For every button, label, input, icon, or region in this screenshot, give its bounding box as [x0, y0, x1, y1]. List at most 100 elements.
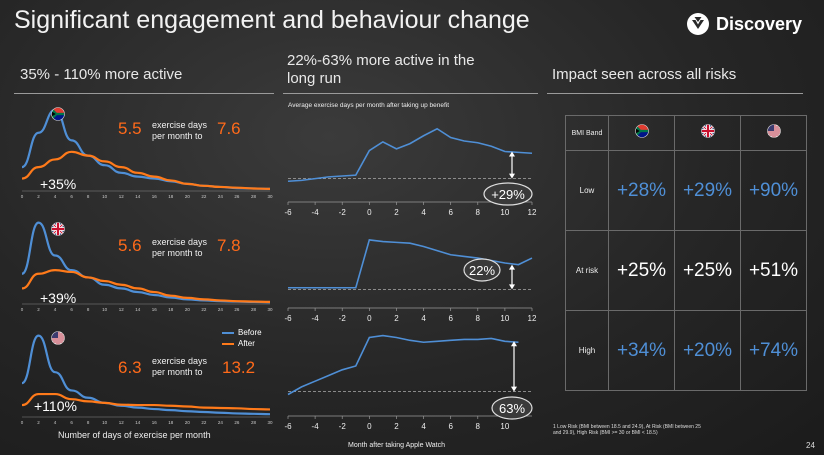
x-tick-label: -4: [312, 208, 320, 217]
impact-value-cell: +90%: [740, 150, 807, 231]
page-number: 24: [806, 441, 815, 450]
x-tick-label: 2: [394, 314, 399, 323]
days-after-us: 13.2: [222, 358, 256, 377]
divider-middle: [283, 93, 538, 94]
x-tick-label: 16: [152, 420, 158, 425]
impact-value-cell: +74%: [740, 310, 807, 391]
x-tick-label: 6: [70, 307, 73, 312]
legend: Before After: [222, 327, 262, 349]
x-tick-label: -6: [284, 422, 292, 431]
x-tick-label: 18: [168, 420, 174, 425]
arrow-head-down: [509, 284, 515, 290]
x-tick-label: 6: [70, 420, 73, 425]
series-line-after: [21, 150, 271, 190]
x-tick-label: 20: [185, 307, 191, 312]
company-logo: Discovery: [686, 12, 802, 36]
x-tick-label: 2: [394, 422, 399, 431]
x-tick-label: 22: [201, 307, 207, 312]
x-tick-label: 4: [54, 307, 57, 312]
x-tick-label: 8: [87, 194, 90, 199]
days-label-line2: per month to: [152, 367, 203, 377]
x-tick-label: -2: [339, 314, 347, 323]
days-label-line2: per month to: [152, 131, 203, 141]
days-label-line2: per month to: [152, 248, 203, 258]
risk-band-label: High: [565, 310, 609, 391]
impact-value-cell: +28%: [608, 150, 675, 231]
x-tick-label: 26: [234, 307, 240, 312]
x-tick-label: 14: [135, 307, 141, 312]
x-tick-label: 4: [421, 314, 426, 323]
x-tick-label: 20: [185, 194, 191, 199]
x-tick-label: 10: [500, 314, 509, 323]
footnote-line2: and 29.9), High Risk (BMI >= 30 or BMI <…: [553, 430, 658, 436]
bmi-band-header: BMI Band: [565, 115, 609, 151]
trend-x-axis-title: Month after taking Apple Watch: [348, 442, 446, 449]
x-tick-label: 14: [135, 420, 141, 425]
impact-table-row: High +34% +20% +74%: [565, 310, 807, 391]
us-flag-icon: [766, 123, 781, 138]
x-tick-label: 0: [21, 307, 24, 312]
x-tick-label: 14: [135, 194, 141, 199]
x-tick-label: 6: [448, 422, 453, 431]
x-tick-label: 0: [21, 420, 24, 425]
x-tick-label: 6: [448, 314, 453, 323]
trend-chart-1: -6 -4 -2 0 2 4 6 8 10 12+29%: [284, 127, 537, 217]
x-tick-label: -2: [339, 208, 347, 217]
increase-sa: +35%: [40, 176, 77, 192]
x-tick-label: 4: [54, 194, 57, 199]
x-tick-label: 8: [476, 314, 481, 323]
x-tick-label: 0: [367, 314, 372, 323]
series-line-after: [21, 269, 271, 304]
us-flag-icon: [51, 331, 65, 345]
section-heading-middle-line2: long run: [287, 70, 342, 87]
section-heading-right: Impact seen across all risks: [552, 66, 737, 83]
x-tick-label: 8: [87, 307, 90, 312]
impact-value-cell: +25%: [608, 230, 675, 311]
x-tick-label: -4: [312, 314, 320, 323]
trend-line: [287, 127, 533, 183]
x-tick-label: -2: [339, 422, 347, 431]
risk-band-label: Low: [565, 150, 609, 231]
x-tick-label: 10: [102, 307, 108, 312]
annotation-label: 22%: [469, 263, 495, 278]
days-before-uk: 5.6: [118, 236, 142, 255]
left-x-axis-title: Number of days of exercise per month: [58, 430, 211, 440]
impact-table: BMI Band Low +28% +29% +90% At risk +25% +25% +5…: [565, 115, 807, 391]
impact-value-cell: +51%: [740, 230, 807, 311]
x-tick-label: 8: [476, 422, 481, 431]
us-flag-icon: [766, 123, 781, 138]
x-tick-label: 12: [119, 307, 125, 312]
x-tick-label: 20: [185, 420, 191, 425]
legend-after-label: After: [238, 339, 255, 348]
x-tick-label: 12: [528, 208, 537, 217]
series-line-after: [21, 392, 271, 411]
series-line-before: [21, 334, 271, 416]
x-tick-label: 24: [218, 194, 224, 199]
trend-chart-3: -6 -4 -2 0 2 4 6 8 10 63%: [284, 334, 533, 431]
x-tick-label: 8: [476, 208, 481, 217]
legend-after: After: [222, 338, 262, 349]
x-tick-label: 24: [218, 307, 224, 312]
x-tick-label: 28: [251, 307, 257, 312]
footnote-line1: 1 Low Risk (BMI between 18.5 and 24.9), …: [553, 424, 701, 430]
impact-value-cell: +29%: [674, 150, 741, 231]
days-label-us: exercise days per month to: [152, 356, 207, 378]
x-tick-label: 10: [102, 420, 108, 425]
x-tick-label: 16: [152, 194, 158, 199]
discovery-logo-icon: [687, 13, 709, 35]
x-tick-label: 4: [54, 420, 57, 425]
days-label-line1: exercise days: [152, 237, 208, 247]
footnote: 1 Low Risk (BMI between 18.5 and 24.9), …: [553, 424, 701, 436]
arrow-head-up: [509, 264, 515, 270]
x-tick-label: 0: [367, 422, 372, 431]
legend-before-label: Before: [238, 328, 262, 337]
annotation-bubble: 63%: [491, 396, 533, 420]
x-tick-label: 10: [102, 194, 108, 199]
days-label-sa: exercise days per month to: [152, 120, 207, 142]
x-tick-label: 2: [37, 194, 40, 199]
days-label-uk: exercise days per month to: [152, 237, 207, 259]
section-heading-left: 35% - 110% more active: [20, 66, 183, 83]
x-tick-label: 30: [267, 420, 273, 425]
x-tick-label: 22: [201, 194, 207, 199]
impact-value-cell: +20%: [674, 310, 741, 391]
